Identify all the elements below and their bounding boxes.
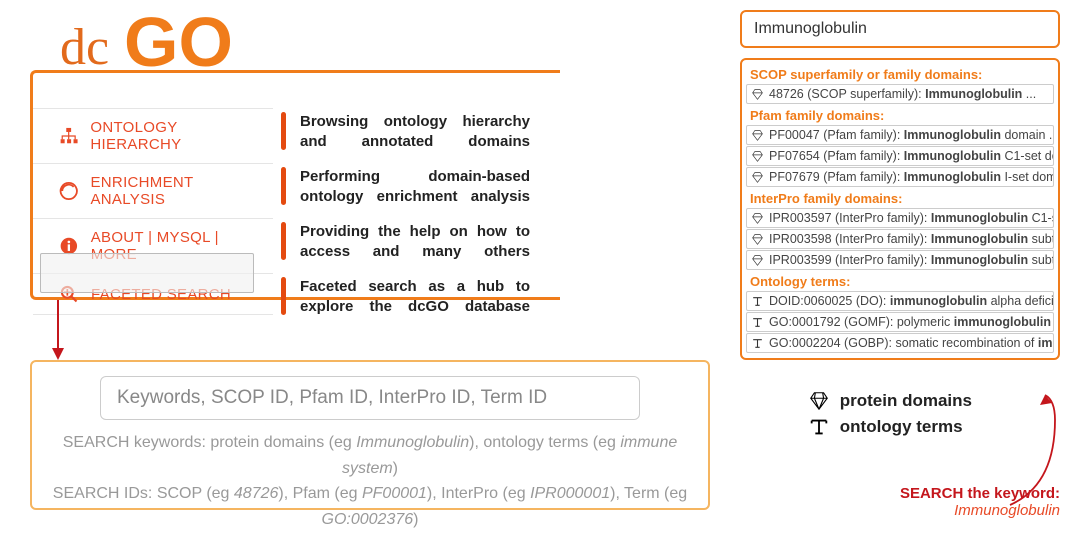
info-icon xyxy=(59,236,79,256)
logo-dc: dc xyxy=(60,19,109,76)
result-row[interactable]: IPR003598 (InterPro family): Immunoglobu… xyxy=(746,229,1054,249)
search-panel: Keywords, SCOP ID, Pfam ID, InterPro ID,… xyxy=(30,360,710,510)
nav-item-faceted-search[interactable]: FACETED SEARCH xyxy=(33,273,273,315)
nav-label: ONTOLOGY HIERARCHY xyxy=(90,119,267,153)
result-row[interactable]: 48726 (SCOP superfamily): Immunoglobulin… xyxy=(746,84,1054,104)
search-input[interactable]: Keywords, SCOP ID, Pfam ID, InterPro ID,… xyxy=(100,376,640,420)
results-panel: SCOP superfamily or family domains:48726… xyxy=(740,58,1060,360)
nav-label: ENRICHMENT ANALYSIS xyxy=(91,174,268,208)
nav-panel: ONTOLOGY HIERARCHY Browsing ontology hie… xyxy=(30,70,560,300)
nav-desc: Faceted search as a hub to explore the d… xyxy=(300,273,530,318)
divider xyxy=(281,222,286,260)
legend: protein domains ontology terms xyxy=(808,390,972,442)
legend-ontology-label: ontology terms xyxy=(840,417,963,437)
nav-desc: Performing domain-based ontology enrichm… xyxy=(300,163,530,208)
divider xyxy=(281,167,286,205)
result-row[interactable]: DOID:0060025 (DO): immunoglobulin alpha … xyxy=(746,291,1054,311)
result-row[interactable]: IPR003599 (InterPro family): Immunoglobu… xyxy=(746,250,1054,270)
result-row[interactable]: PF00047 (Pfam family): Immunoglobulin do… xyxy=(746,125,1054,145)
result-row[interactable]: GO:0001792 (GOMF): polymeric immunoglobu… xyxy=(746,312,1054,332)
nav-desc: Browsing ontology hierarchy and annotate… xyxy=(300,108,530,153)
callout-line1: SEARCH the keyword: xyxy=(900,485,1060,502)
nav-item-enrichment-analysis[interactable]: ENRICHMENT ANALYSIS xyxy=(33,163,273,218)
results-group-header: SCOP superfamily or family domains: xyxy=(742,64,1058,83)
divider xyxy=(281,112,286,150)
text-icon xyxy=(808,416,830,438)
logo-go: GO xyxy=(124,8,233,78)
arrow-down-icon xyxy=(50,300,66,360)
result-row[interactable]: IPR003597 (InterPro family): Immunoglobu… xyxy=(746,208,1054,228)
diamond-icon xyxy=(808,390,830,412)
result-row[interactable]: PF07654 (Pfam family): Immunoglobulin C1… xyxy=(746,146,1054,166)
result-row[interactable]: GO:0002204 (GOBP): somatic recombination… xyxy=(746,333,1054,353)
nav-desc: Providing the help on how to access and … xyxy=(300,218,530,263)
result-row[interactable]: PF07679 (Pfam family): Immunoglobulin I-… xyxy=(746,167,1054,187)
nav-label: FACETED SEARCH xyxy=(91,286,231,303)
nav-item-about[interactable]: ABOUT | MYSQL | MORE xyxy=(33,218,273,273)
top-search-input[interactable]: Immunoglobulin xyxy=(740,10,1060,48)
nav-item-ontology-hierarchy[interactable]: ONTOLOGY HIERARCHY xyxy=(33,108,273,163)
nav-label: ABOUT | MYSQL | MORE xyxy=(91,229,267,263)
results-group-header: InterPro family domains: xyxy=(742,188,1058,207)
divider xyxy=(281,277,286,315)
hierarchy-icon xyxy=(59,126,78,146)
results-group-header: Ontology terms: xyxy=(742,271,1058,290)
legend-domain-label: protein domains xyxy=(840,391,972,411)
callout-line2: Immunoglobulin xyxy=(900,502,1060,519)
search-hint-ids: SEARCH IDs: SCOP (eg 48726), Pfam (eg PF… xyxy=(44,481,696,532)
enrichment-icon xyxy=(59,181,79,201)
search-hint-keywords: SEARCH keywords: protein domains (eg Imm… xyxy=(44,430,696,481)
results-group-header: Pfam family domains: xyxy=(742,105,1058,124)
search-callout: SEARCH the keyword: Immunoglobulin xyxy=(900,485,1060,519)
